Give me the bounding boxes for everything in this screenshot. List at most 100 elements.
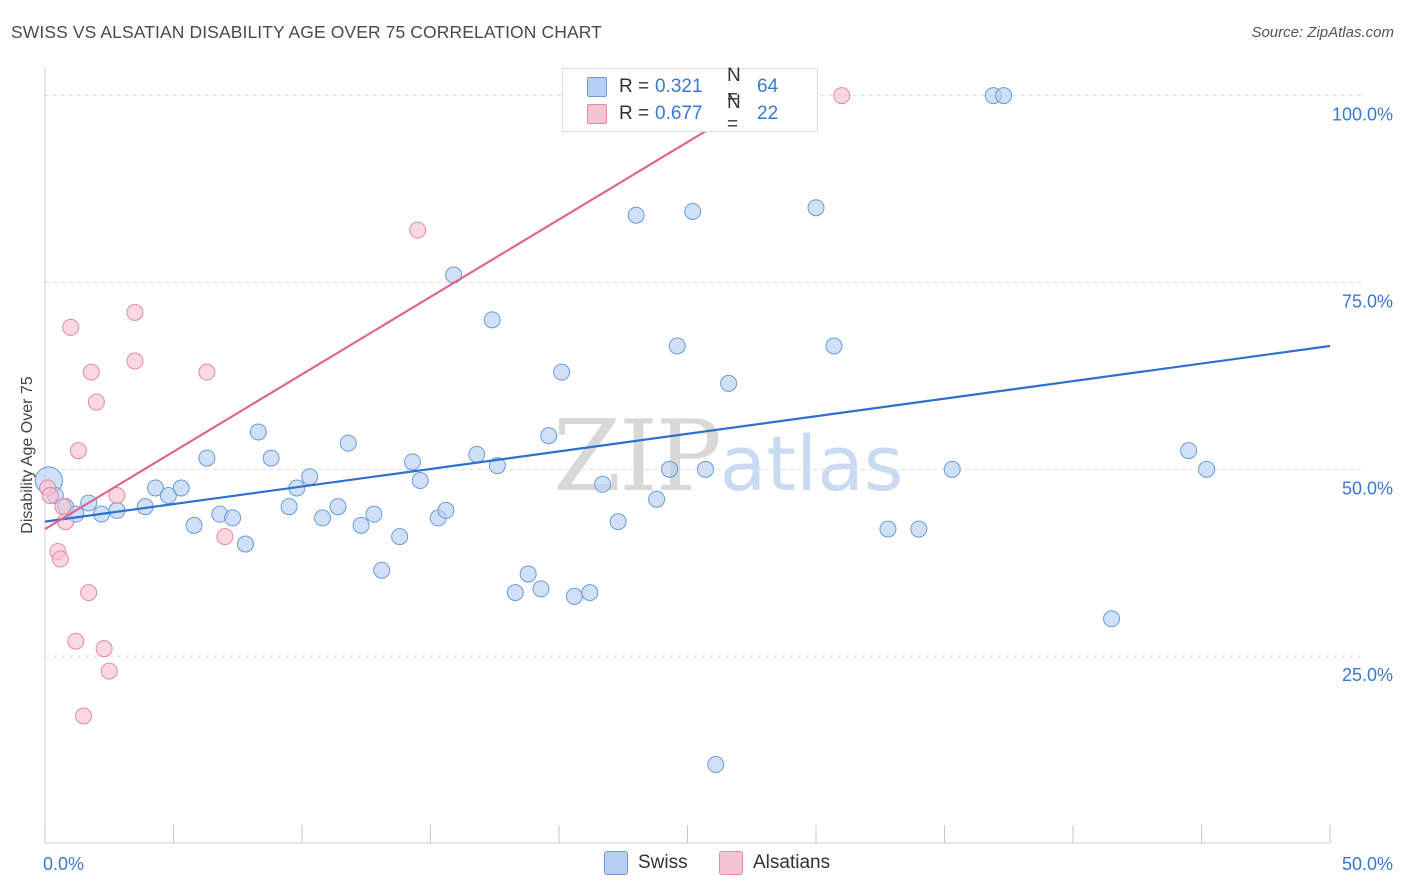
swiss-point [236, 535, 254, 553]
swiss-point [581, 584, 599, 602]
x-tick-label: 0.0% [43, 854, 84, 874]
r-label: R = [619, 103, 650, 124]
y-tick-label: 75.0% [1342, 291, 1393, 311]
trend-lines [44, 94, 1331, 531]
correlation-legend: R = 0.321 N = 64 R = 0.677 N = 22 [562, 65, 818, 135]
swiss-point [807, 199, 825, 217]
swiss-point [185, 516, 203, 534]
swiss-point [373, 561, 391, 579]
alsatian-point [67, 632, 85, 650]
swiss-point [648, 490, 666, 508]
swiss-point [879, 520, 897, 538]
swiss-point [352, 516, 370, 534]
swiss-point [262, 449, 280, 467]
alsatian-point [100, 662, 118, 680]
alsatian-point [69, 442, 87, 460]
swiss-point [249, 423, 267, 441]
tick-labels: 25.0% 50.0% 75.0% 100.0% 0.0% 50.0% [43, 105, 1393, 874]
swiss-swatch [587, 77, 607, 97]
alsatian-point [198, 363, 216, 381]
swiss-point [995, 87, 1013, 105]
chart-title: SWISS VS ALSATIAN DISABILITY AGE OVER 75… [11, 22, 602, 42]
swiss-point [147, 479, 165, 497]
swiss-point [707, 756, 725, 774]
swiss-point [627, 206, 645, 224]
alsatian-swatch [587, 104, 607, 124]
swiss-point [314, 509, 332, 527]
swiss-point [198, 449, 216, 467]
alsatian-legend-swatch [719, 851, 743, 875]
swiss-point [532, 580, 550, 598]
swiss-point [1180, 442, 1198, 460]
swiss-point [488, 457, 506, 475]
alsatian-point [75, 707, 93, 725]
r-value: 0.321 [655, 76, 703, 97]
legend-row-alsatians: R = 0.677 N = 22 [587, 92, 779, 135]
swiss-point [329, 498, 347, 516]
swiss-point [668, 337, 686, 355]
alsatian-point [126, 303, 144, 321]
swiss-point [540, 427, 558, 445]
r-value: 0.677 [655, 103, 703, 124]
swiss-point [224, 509, 242, 527]
alsatian-point [54, 498, 72, 516]
alsatian-point [62, 318, 80, 336]
swiss-point [684, 202, 702, 220]
swiss-point [159, 486, 177, 504]
swiss-point [594, 475, 612, 493]
gridlines [45, 95, 1365, 657]
bottom-legend-alsatians: Alsatians [719, 851, 830, 875]
x-tick-label: 50.0% [1342, 854, 1393, 874]
swiss-legend-swatch [604, 851, 628, 875]
n-value: 64 [757, 76, 779, 97]
swiss-point [404, 453, 422, 471]
swiss-point [301, 468, 319, 486]
swiss-trend-line [44, 344, 1331, 523]
swiss-point [609, 513, 627, 531]
bottom-legend-swiss: Swiss [604, 851, 688, 875]
legend-row-swiss: R = 0.321 N = 64 [587, 65, 779, 108]
source-credit: Source: ZipAtlas.com [1251, 24, 1394, 41]
swiss-point [943, 460, 961, 478]
n-label: N = [727, 92, 741, 135]
alsatian-point [95, 640, 113, 658]
swiss-point [391, 528, 409, 546]
alsatian-point [41, 486, 59, 504]
alsatian-point [126, 352, 144, 370]
swiss-legend-label: Swiss [638, 852, 688, 873]
n-label: N = [727, 65, 741, 108]
swiss-point [519, 565, 537, 583]
axes [44, 67, 1331, 844]
swiss-point [1198, 460, 1216, 478]
swiss-point [280, 498, 298, 516]
alsatian-point [82, 363, 100, 381]
swiss-point [365, 505, 383, 523]
alsatian-trend-line [44, 94, 766, 531]
y-tick-label: 25.0% [1342, 665, 1393, 685]
alsatian-point [833, 87, 851, 105]
y-tick-label: 100.0% [1332, 105, 1393, 125]
r-label: R = [619, 76, 650, 97]
alsatian-point [80, 584, 98, 602]
swiss-point [437, 501, 455, 519]
swiss-point [468, 445, 486, 463]
swiss-point [1103, 610, 1121, 628]
swiss-point [411, 472, 429, 490]
swiss-point [339, 434, 357, 452]
swiss-point [825, 337, 843, 355]
alsatian-legend-label: Alsatians [753, 852, 831, 873]
swiss-point [910, 520, 928, 538]
n-value: 22 [757, 103, 779, 124]
swiss-point [696, 460, 714, 478]
swiss-point [506, 584, 524, 602]
swiss-point [720, 374, 738, 392]
alsatian-point [51, 550, 69, 568]
swiss-point [565, 587, 583, 605]
alsatian-point [216, 528, 234, 546]
swiss-point [553, 363, 571, 381]
swiss-point [172, 479, 190, 497]
y-tick-label: 50.0% [1342, 478, 1393, 498]
swiss-point [483, 311, 501, 329]
data-points [34, 87, 1216, 774]
